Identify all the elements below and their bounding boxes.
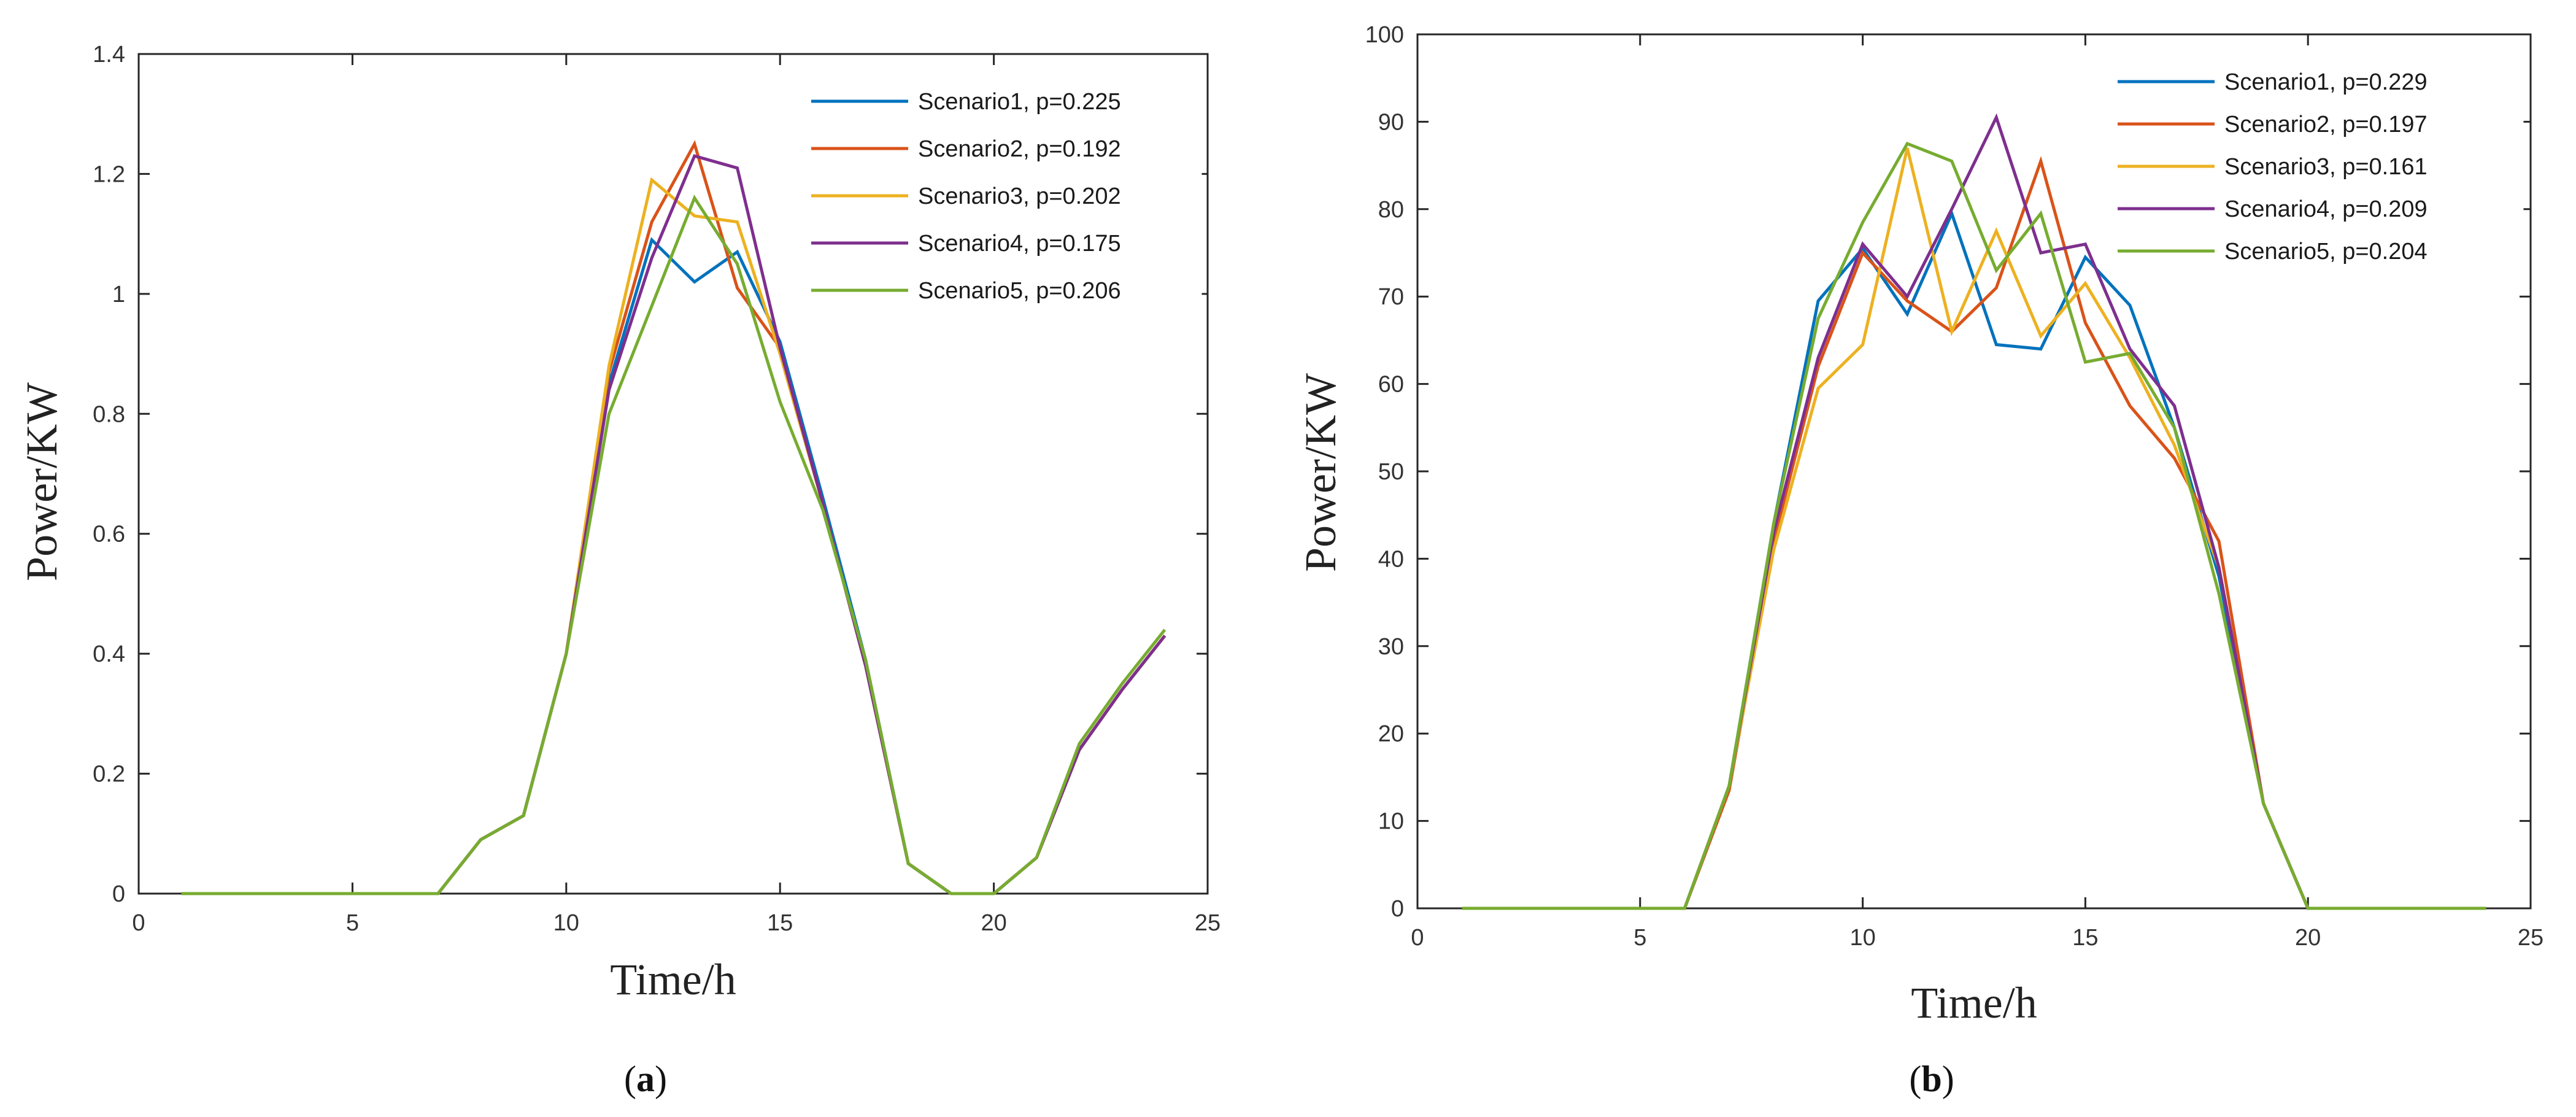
y-axis-label-a: Power/KW [17, 382, 66, 581]
y-tick-label: 10 [1378, 809, 1404, 835]
series-line-5 [1462, 141, 2486, 910]
x-tick-label: 15 [767, 910, 793, 936]
series-lines-a [181, 140, 1167, 895]
x-axis-label-b: Time/h [1911, 978, 2037, 1027]
y-axis-label-b: Power/KW [1296, 373, 1345, 572]
series-lines-b [1462, 113, 2486, 910]
ticks-b: 0 5 10 15 20 25 0 10 20 30 40 50 60 70 80 90 100 [1365, 22, 2544, 951]
caption-b: (b) [1909, 1059, 1954, 1099]
legend-label-4: Scenario4, p=0.175 [918, 231, 1121, 257]
y-tick-label: 0.6 [93, 522, 125, 547]
legend-label-1: Scenario1, p=0.225 [918, 89, 1121, 115]
y-tick-label: 0 [112, 881, 125, 907]
y-tick-label: 0.4 [93, 641, 125, 667]
caption-a: (a) [624, 1059, 667, 1099]
legend-label-1: Scenario1, p=0.229 [2224, 69, 2428, 95]
chart-panel-b: 0 5 10 15 20 25 0 10 20 30 40 50 60 70 80 90 100 Scenari… [1296, 22, 2543, 1099]
series-line-5 [181, 195, 1167, 895]
legend-label-2: Scenario2, p=0.192 [918, 136, 1121, 162]
y-tick-label: 1.4 [93, 42, 125, 68]
x-tick-label: 25 [1195, 910, 1221, 936]
x-tick-label: 0 [1411, 925, 1424, 951]
y-tick-label: 30 [1378, 634, 1404, 660]
legend-label-2: Scenario2, p=0.197 [2224, 112, 2428, 137]
y-tick-label: 1.2 [93, 161, 125, 187]
y-tick-label: 90 [1378, 109, 1404, 135]
y-tick-label: 60 [1378, 372, 1404, 398]
legend-label-5: Scenario5, p=0.206 [918, 278, 1121, 304]
x-tick-label: 10 [1849, 925, 1875, 951]
y-tick-label: 0.2 [93, 762, 125, 787]
y-tick-label: 50 [1378, 459, 1404, 485]
legend-label-3: Scenario3, p=0.202 [918, 184, 1121, 209]
y-tick-label: 40 [1378, 546, 1404, 572]
legend-label-5: Scenario5, p=0.204 [2224, 239, 2428, 265]
x-tick-label: 5 [346, 910, 359, 936]
y-tick-label: 80 [1378, 197, 1404, 223]
legend-a: Scenario1, p=0.225 Scenario2, p=0.192 Scen… [808, 68, 1202, 323]
x-tick-label: 0 [132, 910, 145, 936]
legend-label-4: Scenario4, p=0.209 [2224, 196, 2428, 222]
y-tick-label: 0.8 [93, 401, 125, 427]
x-tick-label: 15 [2072, 925, 2098, 951]
y-tick-label: 1 [112, 282, 125, 307]
y-tick-label: 70 [1378, 284, 1404, 310]
ticks-a: 0 5 10 15 20 25 0 0.2 0.4 0.6 0.8 1 1.2 1.4 [93, 42, 1221, 936]
legend-b: Scenario1, p=0.229 Scenario2, p=0.197 Scen… [2115, 51, 2524, 282]
x-axis-label-a: Time/h [610, 955, 736, 1004]
x-tick-label: 20 [2295, 925, 2321, 951]
chart-panel-a: 0 5 10 15 20 25 0 0.2 0.4 0.6 0.8 1 1.2 1.4 Scenario1… [17, 42, 1221, 1099]
x-tick-label: 5 [1633, 925, 1646, 951]
x-tick-label: 25 [2518, 925, 2543, 951]
x-tick-label: 10 [553, 910, 579, 936]
legend-label-3: Scenario3, p=0.161 [2224, 154, 2428, 180]
y-tick-label: 0 [1391, 896, 1404, 922]
y-tick-label: 20 [1378, 721, 1404, 747]
x-tick-label: 20 [981, 910, 1006, 936]
y-tick-label: 100 [1365, 22, 1404, 48]
